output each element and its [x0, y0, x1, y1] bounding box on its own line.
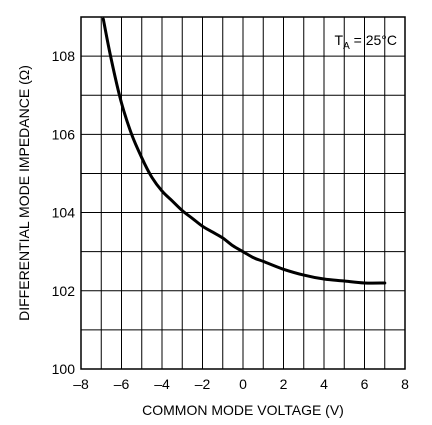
y-axis-label: DIFFERENTIAL MODE IMPEDANCE (Ω) [16, 65, 32, 321]
x-tick-label: –4 [154, 376, 170, 392]
y-tick-label: 106 [52, 126, 76, 142]
x-tick-label: 2 [280, 376, 288, 392]
x-tick-label: 0 [239, 376, 247, 392]
grid [81, 17, 405, 369]
x-axis-label: COMMON MODE VOLTAGE (V) [142, 402, 344, 418]
x-tick-label: –6 [114, 376, 130, 392]
y-tick-label: 100 [52, 361, 76, 377]
x-tick-labels: –8 –6 –4 –2 0 2 4 6 8 [73, 376, 409, 392]
impedance-curve [101, 17, 387, 285]
y-tick-labels: 100 102 104 106 108 [52, 48, 76, 377]
plot-frame [80, 16, 406, 370]
x-tick-label: 6 [361, 376, 369, 392]
y-tick-label: 104 [52, 205, 76, 221]
x-tick-label: 4 [320, 376, 328, 392]
x-tick-label: –8 [73, 376, 89, 392]
x-tick-label: 8 [401, 376, 409, 392]
x-tick-label: –2 [195, 376, 211, 392]
y-tick-label: 102 [52, 283, 76, 299]
y-tick-label: 108 [52, 48, 76, 64]
temperature-annotation: TA = 25°C [335, 32, 397, 52]
